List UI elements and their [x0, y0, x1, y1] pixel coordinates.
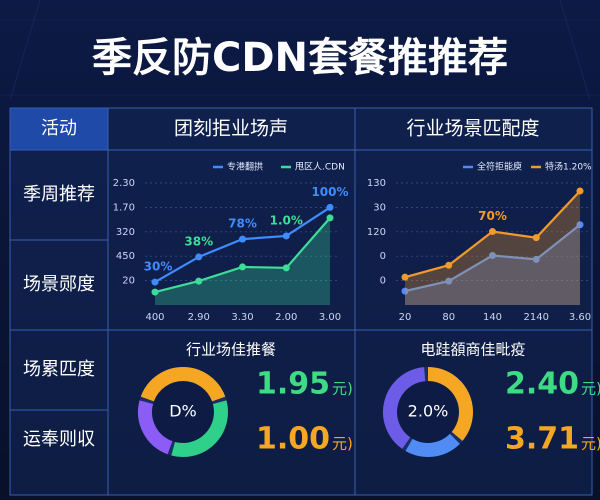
donut-hole [398, 382, 458, 442]
x-tick-label: 3.00 [319, 312, 341, 323]
y-tick-label: 30 [373, 202, 386, 213]
price-unit: 元) [581, 435, 600, 453]
chart-cell [107, 149, 356, 331]
annotation: 70% [478, 209, 507, 223]
legend-label: 特汤1.20% [545, 161, 592, 173]
x-tick-label: 2140 [524, 312, 549, 323]
data-point [195, 277, 203, 285]
data-point [282, 264, 290, 272]
legend-label: 全符拒能庾 [477, 161, 522, 173]
series-area [405, 191, 580, 305]
x-tick-label: 3.60 [569, 312, 591, 323]
data-point [445, 261, 453, 269]
data-point [401, 287, 409, 295]
x-tick-label: 140 [483, 312, 502, 323]
data-point [401, 273, 409, 281]
annotation: 30% [144, 260, 173, 274]
row-label: 场累匹度 [23, 359, 95, 380]
page-title: 季反防CDN套餐推推荐 [92, 35, 508, 81]
y-tick-label: 1.70 [113, 202, 135, 213]
data-point [489, 251, 496, 259]
x-tick-label: 400 [145, 312, 164, 323]
price-amount: 3.71 [505, 422, 579, 457]
decor-grid [0, 0, 600, 101]
data-point [445, 277, 453, 285]
data-point [532, 234, 540, 242]
legend-label: 甩区人.CDN [295, 162, 345, 173]
annotation: 1.0% [270, 213, 303, 227]
panel-title: 行业场佳推餐 [186, 341, 276, 359]
donut-segment [383, 367, 426, 449]
row-label: 场景郧度 [23, 274, 95, 295]
data-point [326, 214, 334, 222]
row-header [9, 149, 109, 241]
y-tick-label: 130 [367, 178, 386, 189]
annotation: 78% [228, 217, 257, 231]
donut-segment [140, 367, 226, 402]
data-point [532, 255, 540, 263]
series-area [405, 224, 580, 305]
chart-cell [354, 149, 593, 331]
x-tick-label: 80 [442, 312, 455, 323]
row-header [9, 239, 109, 331]
price-unit: 元) [581, 380, 600, 398]
y-tick-label: 0 [380, 251, 386, 262]
y-tick-label: 0 [380, 276, 386, 287]
legend-label: 专港翻拱 [227, 161, 263, 173]
price-unit: 元) [332, 435, 353, 453]
y-tick-label: 320 [116, 227, 135, 238]
donut-center: 2.0% [408, 402, 449, 421]
donut-center: D% [169, 402, 197, 421]
row-header [9, 329, 109, 411]
price-amount: 2.40 [505, 367, 579, 402]
data-point [195, 253, 203, 261]
x-tick-label: 3.30 [231, 312, 253, 323]
data-point [151, 278, 159, 286]
row-label: 运奉则収 [23, 429, 95, 450]
column-header [354, 107, 593, 151]
donut-segment [427, 367, 473, 441]
donut-segment [405, 433, 460, 457]
donut-segment [138, 400, 173, 455]
data-point [576, 221, 584, 229]
data-point [151, 288, 159, 296]
price-amount: 1.95 [256, 367, 330, 402]
price-unit: 元) [332, 380, 353, 398]
data-point [576, 187, 584, 195]
row-label: 季周推荐 [23, 184, 95, 205]
price-amount: 1.00 [256, 422, 330, 457]
corner-label: 活动 [41, 118, 77, 139]
column-header [107, 107, 356, 151]
y-tick-label: 450 [116, 251, 135, 262]
data-point [239, 263, 246, 271]
y-tick-label: 20 [122, 276, 135, 287]
data-point [239, 235, 246, 243]
x-tick-label: 2.00 [275, 312, 297, 323]
x-tick-label: 2.90 [188, 312, 210, 323]
column-label: 行业场景匹配度 [406, 118, 539, 140]
data-point [282, 232, 290, 240]
donut-segment [171, 400, 228, 457]
donut-hole [153, 382, 213, 442]
panel-title: 电跬頟商佳毗疫 [420, 341, 525, 359]
y-tick-label: 120 [367, 227, 386, 238]
data-point [489, 228, 496, 236]
annotation: 100% [311, 185, 348, 199]
row-header [9, 409, 109, 496]
data-point [326, 203, 334, 211]
x-tick-label: 20 [399, 312, 412, 323]
y-tick-label: 2.30 [113, 178, 135, 189]
annotation: 38% [184, 234, 213, 248]
column-label: 团刻拒业场声 [174, 118, 288, 140]
